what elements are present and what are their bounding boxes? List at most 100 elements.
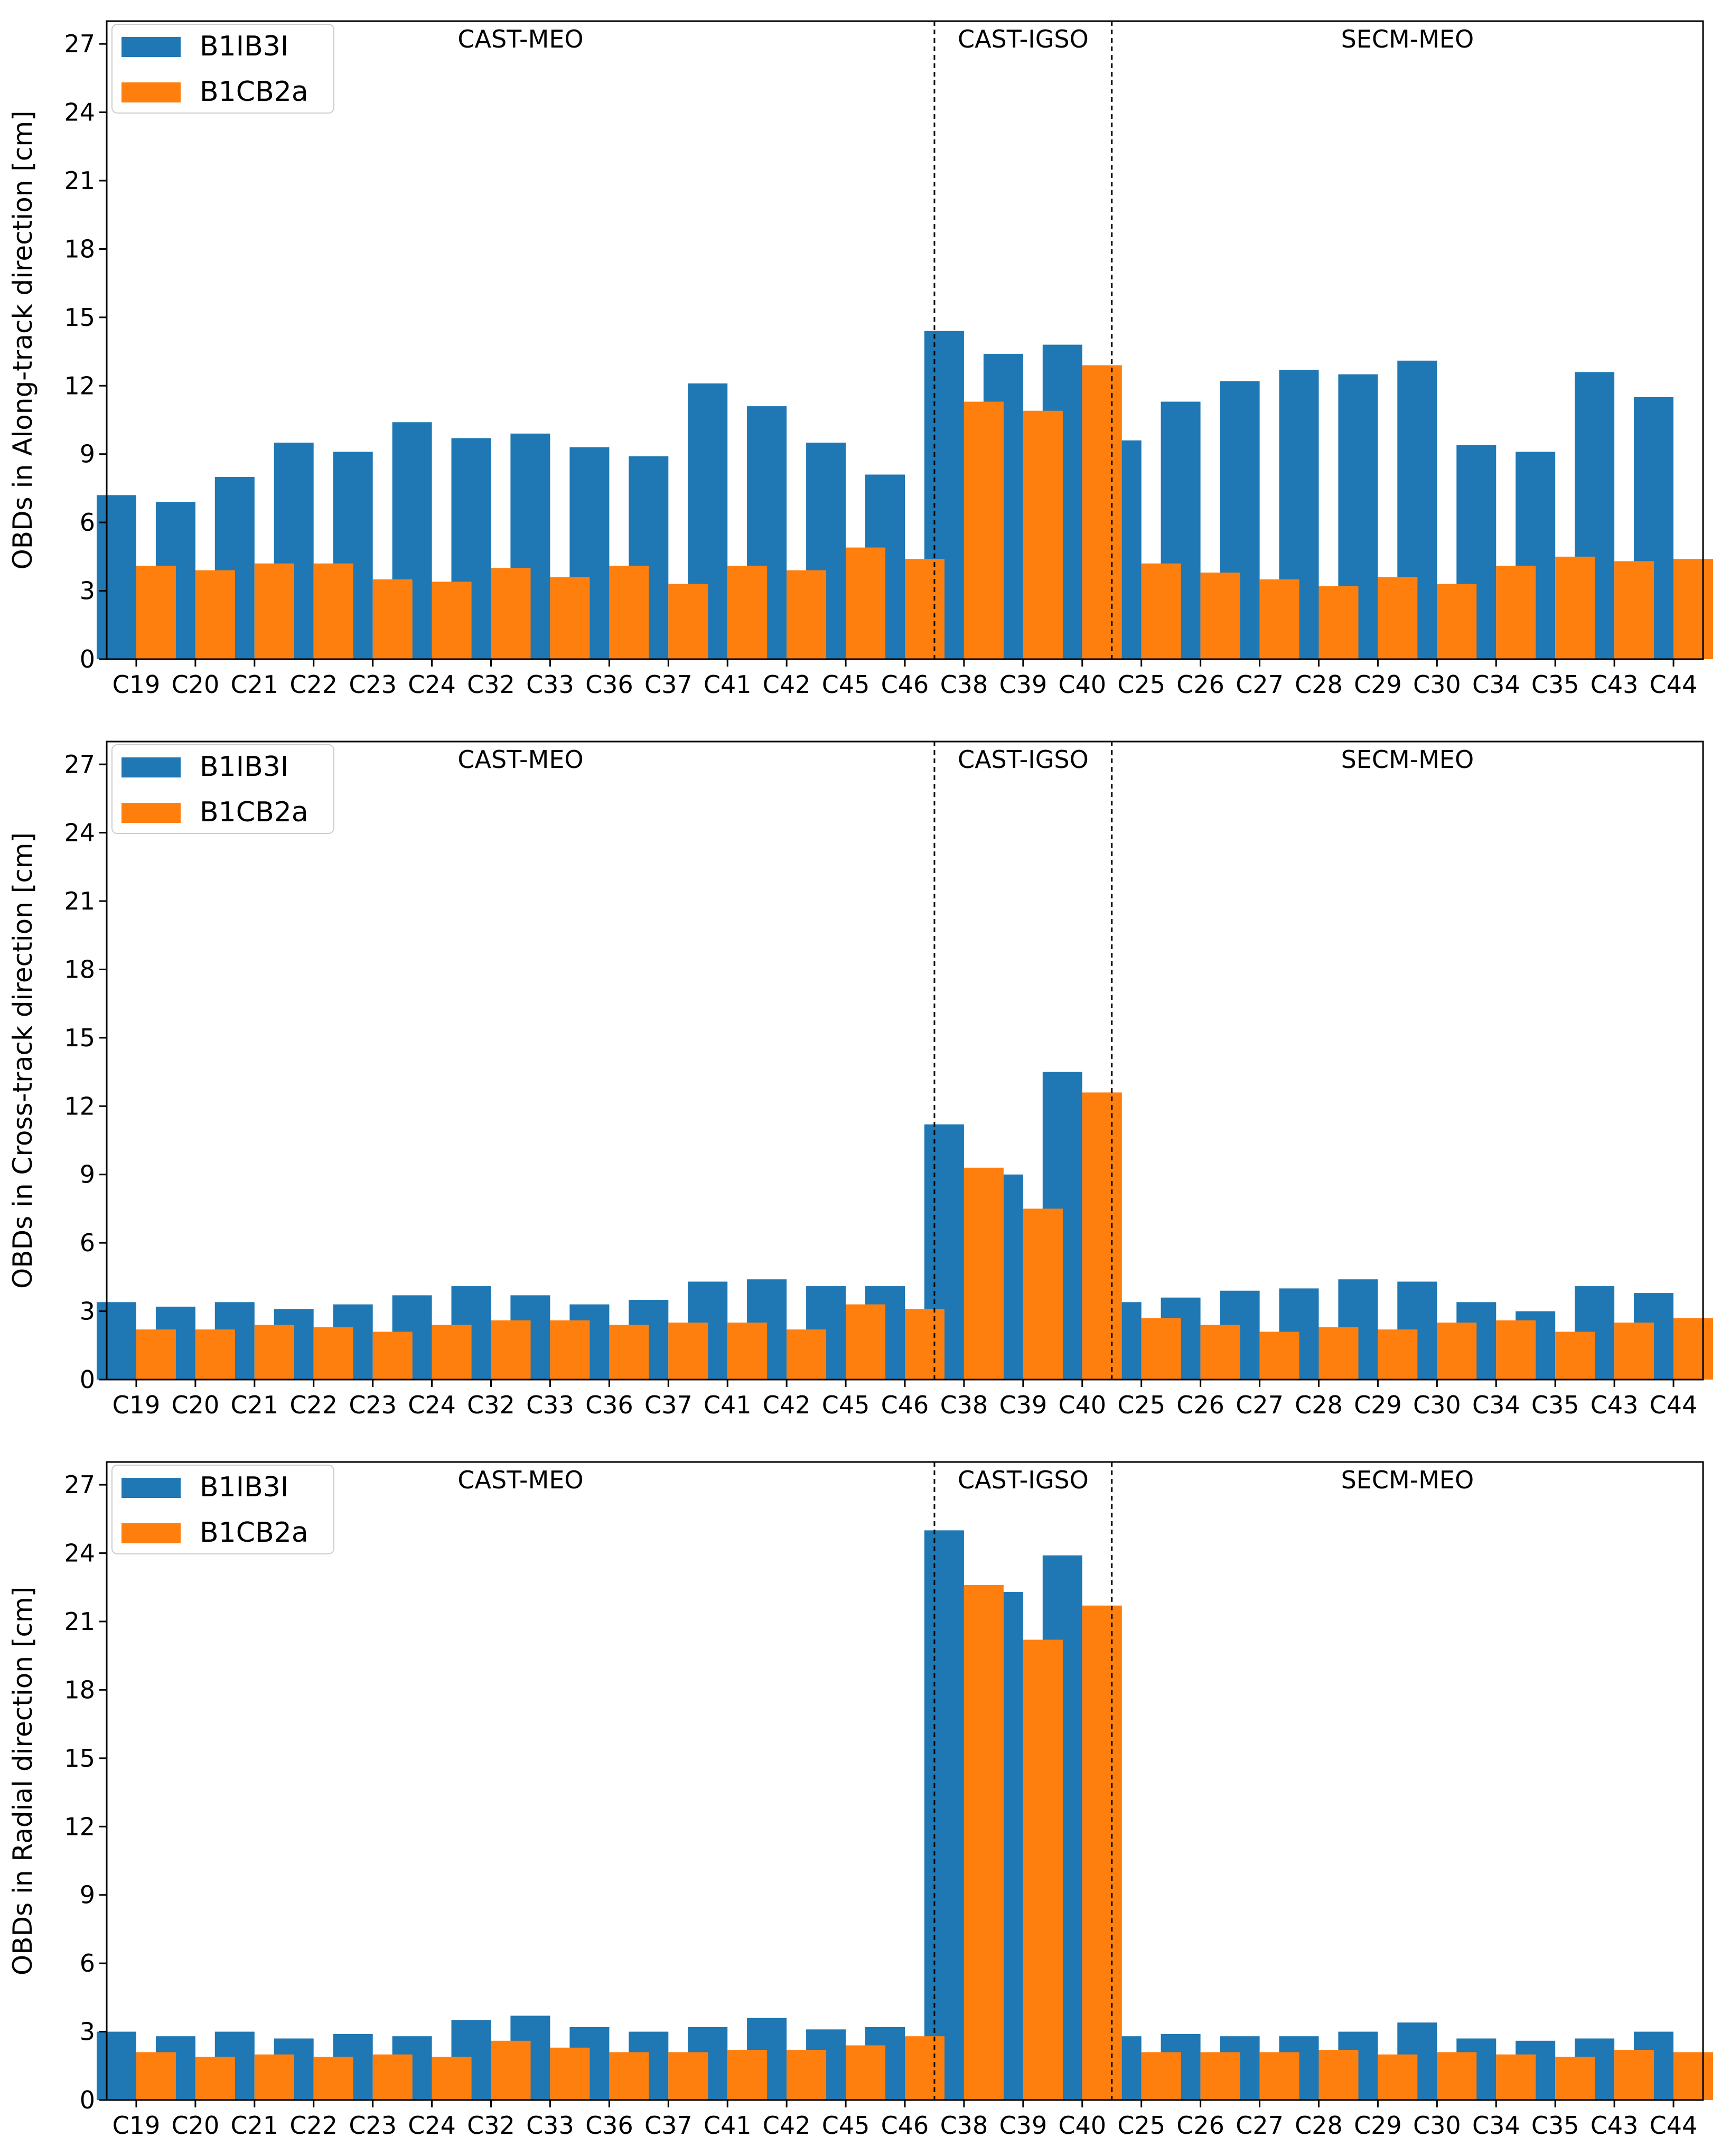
x-tick-label: C45	[822, 1391, 870, 1419]
bar-b1cb2a-c46	[905, 2036, 944, 2100]
chart-panel-3: CAST-MEO CAST-IGSO SECM-MEO 0 3 6 9 12 15 18 21 24 2…	[7, 1461, 1713, 2140]
bar-b1cb2a-c30	[1437, 2052, 1477, 2100]
x-tick-label: C27	[1236, 1391, 1284, 1419]
bar-b1cb2a-c41	[727, 2050, 768, 2100]
x-tick-label: C35	[1531, 1391, 1579, 1419]
x-tick-label: C45	[822, 2111, 870, 2140]
bar-b1cb2a-c19	[136, 1329, 176, 1380]
x-tick-label: C46	[881, 1391, 929, 1419]
legend-swatch-b1cb2a	[121, 803, 181, 823]
legend-label-b1cb2a: B1CB2a	[200, 1517, 308, 1549]
bar-b1cb2a-c46	[905, 1309, 944, 1380]
bar-b1cb2a-c39	[1023, 410, 1063, 659]
y-tick-label: 3	[80, 2018, 95, 2046]
x-tick-label: C19	[113, 2111, 161, 2140]
bar-b1cb2a-c35	[1555, 2057, 1595, 2100]
y-tick-label: 15	[64, 1024, 95, 1052]
x-tick-label: C36	[585, 670, 633, 699]
x-tick-label: C29	[1354, 2111, 1402, 2140]
x-tick-label: C40	[1058, 2111, 1106, 2140]
y-tick-label: 24	[64, 98, 95, 127]
bar-b1cb2a-c35	[1555, 1332, 1595, 1380]
bar-b1cb2a-c40	[1082, 1092, 1122, 1380]
x-tick-label: C38	[940, 2111, 988, 2140]
y-tick-label: 21	[64, 887, 95, 915]
legend-label-b1ib3i: B1IB3I	[200, 751, 288, 783]
x-tick-label: C43	[1591, 670, 1639, 699]
bar-b1cb2a-c37	[668, 584, 708, 659]
bar-b1cb2a-c43	[1614, 1323, 1654, 1380]
x-tick-label: C21	[230, 2111, 278, 2140]
bar-b1cb2a-c41	[727, 566, 768, 659]
bar-b1cb2a-c44	[1673, 559, 1713, 659]
bar-b1cb2a-c32	[491, 2040, 531, 2100]
y-tick-label: 6	[80, 1229, 95, 1257]
y-tick-label: 3	[80, 577, 95, 605]
bar-b1cb2a-c32	[491, 568, 531, 659]
bar-b1cb2a-c33	[550, 1320, 590, 1380]
bar-b1cb2a-c26	[1200, 1325, 1240, 1380]
bar-b1cb2a-c45	[846, 547, 886, 659]
group-label: CAST-IGSO	[958, 745, 1089, 774]
legend: B1IB3I B1CB2a	[111, 744, 334, 834]
bar-b1cb2a-c20	[195, 2057, 235, 2100]
x-tick-label: C40	[1058, 670, 1106, 699]
x-tick-label: C29	[1354, 1391, 1402, 1419]
x-tick-label: C38	[940, 1391, 988, 1419]
bar-b1cb2a-c24	[432, 1325, 472, 1380]
bar-b1cb2a-c33	[550, 2047, 590, 2100]
x-tick-label: C20	[172, 1391, 220, 1419]
y-tick-label: 0	[80, 1365, 95, 1394]
x-tick-label: C35	[1531, 670, 1579, 699]
bar-b1cb2a-c45	[846, 2045, 886, 2100]
y-tick-label: 18	[64, 1675, 95, 1704]
plot-frame	[106, 1461, 1704, 2101]
x-tick-label: C37	[644, 1391, 693, 1419]
x-tick-label: C36	[585, 2111, 633, 2140]
x-tick-label: C33	[526, 1391, 574, 1419]
x-tick-label: C44	[1650, 1391, 1698, 1419]
y-tick-label: 6	[80, 508, 95, 537]
x-tick-label: C23	[349, 1391, 397, 1419]
bar-b1cb2a-c33	[550, 577, 590, 659]
y-tick-label: 18	[64, 955, 95, 983]
x-tick-label: C19	[113, 670, 161, 699]
x-tick-label: C39	[999, 1391, 1047, 1419]
x-tick-label: C21	[230, 670, 278, 699]
bar-b1cb2a-c42	[787, 2050, 827, 2100]
group-label: CAST-MEO	[457, 745, 583, 774]
x-tick-label: C35	[1531, 2111, 1579, 2140]
x-tick-label: C30	[1413, 2111, 1461, 2140]
y-tick-label: 18	[64, 235, 95, 263]
bar-b1cb2a-c44	[1673, 2052, 1713, 2100]
bar-b1cb2a-c22	[313, 563, 353, 659]
x-tick-label: C21	[230, 1391, 278, 1419]
x-tick-label: C27	[1236, 2111, 1284, 2140]
legend-swatch-b1cb2a	[121, 1523, 181, 1543]
x-tick-label: C28	[1295, 2111, 1343, 2140]
x-tick-label: C36	[585, 1391, 633, 1419]
x-tick-label: C25	[1117, 670, 1165, 699]
bar-b1cb2a-c19	[136, 566, 176, 659]
y-tick-label: 9	[80, 440, 95, 468]
x-tick-label: C46	[881, 2111, 929, 2140]
bar-b1cb2a-c39	[1023, 1639, 1063, 2100]
x-tick-label: C28	[1295, 670, 1343, 699]
y-tick-label: 27	[64, 750, 95, 779]
x-tick-label: C41	[704, 670, 752, 699]
legend: B1IB3I B1CB2a	[111, 24, 334, 114]
x-tick-label: C22	[289, 670, 338, 699]
legend-label-b1cb2a: B1CB2a	[200, 76, 308, 108]
y-tick-label: 12	[64, 371, 95, 400]
y-tick-label: 9	[80, 1881, 95, 1909]
x-tick-label: C34	[1472, 1391, 1520, 1419]
legend-label-b1ib3i: B1IB3I	[200, 31, 288, 62]
x-tick-label: C41	[704, 2111, 752, 2140]
bar-b1cb2a-c21	[254, 2054, 294, 2100]
bar-b1cb2a-c30	[1437, 1323, 1477, 1380]
y-tick-label: 21	[64, 1607, 95, 1636]
x-tick-label: C32	[467, 1391, 515, 1419]
x-tick-label: C33	[526, 670, 574, 699]
x-tick-label: C27	[1236, 670, 1284, 699]
